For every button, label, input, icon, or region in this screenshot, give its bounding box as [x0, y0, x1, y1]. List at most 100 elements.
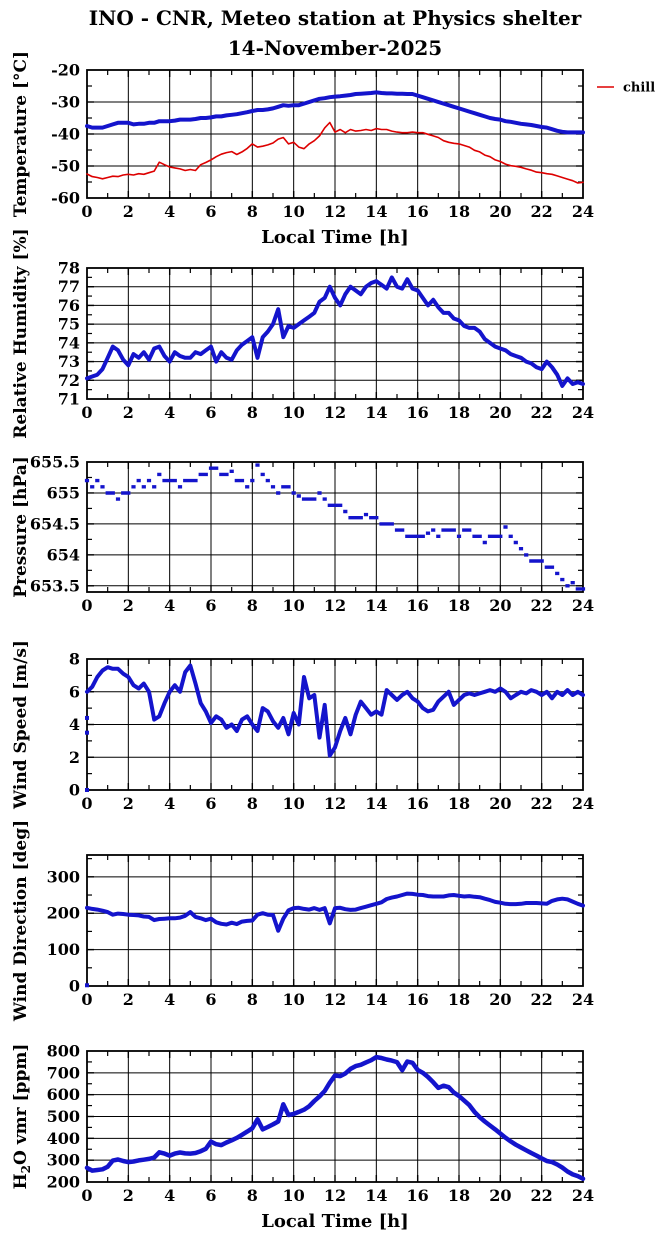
x-tick-label: 20 — [489, 403, 511, 422]
x-tick-label: 24 — [572, 1186, 594, 1205]
x-tick-label: 8 — [247, 403, 258, 422]
y-tick-label: 0 — [69, 781, 80, 800]
series-wind-chill — [86, 121, 584, 184]
x-tick-label: 0 — [81, 990, 92, 1009]
x-tick-label: 14 — [365, 1186, 387, 1205]
series-pressure — [84, 463, 586, 591]
x-tick-label: 4 — [164, 403, 175, 422]
panel-humidity: 0 2 4 6 8 10 12 14 16 18 20 22 247172737475767778Rel… — [11, 228, 594, 438]
x-tick-label: 22 — [531, 596, 553, 615]
x-tick-label: 8 — [247, 990, 258, 1009]
x-tick-label: 24 — [572, 794, 594, 813]
x-tick-label: 16 — [407, 1186, 429, 1205]
x-tick-label: 24 — [572, 202, 594, 221]
y-tick-label: 76 — [58, 296, 80, 315]
x-tick-label: 14 — [365, 794, 387, 813]
panels-group: 0 2 4 6 8 10 12 14 16 18 20 22 24-60-50-40-30-20Temp… — [11, 51, 655, 1232]
plot-frame — [86, 854, 584, 987]
y-axis-title: H2O vmr [ppm] — [11, 1044, 33, 1190]
x-tick-label: 4 — [164, 202, 175, 221]
y-tick-label: 6 — [69, 682, 80, 701]
y-tick-label: 500 — [47, 1107, 80, 1126]
y-tick-label: -60 — [51, 189, 80, 208]
y-tick-label: 74 — [58, 333, 80, 352]
y-tick-label: 4 — [69, 715, 80, 734]
y-tick-label: 654 — [47, 545, 80, 564]
y-tick-label: 655 — [47, 483, 80, 502]
series-wind-direction — [85, 891, 585, 933]
y-tick-label: 73 — [58, 352, 80, 371]
x-tick-label: 18 — [448, 596, 470, 615]
y-axis-title: Wind Direction [deg] — [11, 820, 31, 1022]
x-tick-label: 2 — [123, 1186, 134, 1205]
x-tick-label: 6 — [205, 794, 216, 813]
y-axis-title: Relative Humidity [%] — [11, 228, 31, 438]
x-tick-label: 12 — [324, 596, 346, 615]
x-tick-label: 24 — [572, 403, 594, 422]
panel-h2o-vmr: 0 2 4 6 8 10 12 14 16 18 20 22 242003004005006007008… — [11, 1042, 594, 1233]
x-tick-label: 22 — [531, 990, 553, 1009]
plot-frame — [86, 658, 584, 791]
x-tick-label: 18 — [448, 403, 470, 422]
x-tick-label: 8 — [247, 596, 258, 615]
y-tick-label: 200 — [47, 904, 80, 923]
x-tick-label: 0 — [81, 596, 92, 615]
x-tick-label: 0 — [81, 794, 92, 813]
x-tick-label: 10 — [283, 202, 305, 221]
x-tick-label: 14 — [365, 202, 387, 221]
y-tick-label: 100 — [47, 940, 80, 959]
x-tick-label: 20 — [489, 1186, 511, 1205]
x-tick-label: 8 — [247, 1186, 258, 1205]
y-tick-label: 72 — [58, 371, 80, 390]
x-tick-label: 2 — [123, 990, 134, 1009]
y-axis-title: Pressure [hPa] — [11, 456, 31, 598]
panel-temperature: 0 2 4 6 8 10 12 14 16 18 20 22 24-60-50-40-30-20Temp… — [11, 51, 655, 248]
series-h2o-vmr — [84, 1054, 586, 1181]
x-tick-label: 24 — [572, 596, 594, 615]
y-axis-title: Wind Speed [m/s] — [11, 640, 31, 810]
x-axis-title: Local Time [h] — [261, 1211, 409, 1232]
x-tick-label: 14 — [365, 596, 387, 615]
y-tick-label: 0 — [69, 977, 80, 996]
page-title: INO - CNR, Meteo station at Physics shel… — [89, 6, 582, 30]
x-tick-label: 22 — [531, 202, 553, 221]
y-axis-title: Temperature [°C] — [11, 51, 31, 217]
data-point — [85, 983, 89, 988]
series-wind-speed — [85, 663, 585, 758]
panel-pressure: 0 2 4 6 8 10 12 14 16 18 20 22 24653.5654654.5655655… — [11, 453, 594, 616]
data-point — [85, 730, 89, 735]
x-tick-label: 18 — [448, 990, 470, 1009]
x-tick-label: 12 — [324, 990, 346, 1009]
data-point — [85, 788, 89, 792]
x-tick-label: 4 — [164, 794, 175, 813]
x-tick-label: 20 — [489, 202, 511, 221]
x-tick-label: 10 — [283, 596, 305, 615]
y-tick-label: 653.5 — [30, 576, 80, 595]
data-point — [85, 715, 89, 720]
x-tick-label: 16 — [407, 403, 429, 422]
y-tick-label: 300 — [47, 867, 80, 886]
x-tick-label: 10 — [283, 990, 305, 1009]
y-tick-label: 71 — [58, 390, 80, 409]
x-tick-label: 22 — [531, 1186, 553, 1205]
x-tick-label: 2 — [123, 794, 134, 813]
y-tick-label: 78 — [58, 259, 80, 278]
x-tick-label: 16 — [407, 794, 429, 813]
y-tick-label: 600 — [47, 1085, 80, 1104]
x-tick-label: 4 — [164, 596, 175, 615]
x-tick-label: 0 — [81, 202, 92, 221]
x-tick-label: 12 — [324, 1186, 346, 1205]
x-tick-label: 10 — [283, 794, 305, 813]
x-tick-label: 10 — [283, 403, 305, 422]
page-date: 14-November-2025 — [228, 36, 442, 60]
legend-label: chill — [623, 81, 655, 96]
x-tick-label: 8 — [247, 794, 258, 813]
y-tick-label: -50 — [51, 157, 80, 176]
x-tick-label: 0 — [81, 403, 92, 422]
y-tick-label: 654.5 — [30, 514, 80, 533]
plot-frame — [86, 267, 584, 400]
x-tick-label: 6 — [205, 403, 216, 422]
x-axis-title: Local Time [h] — [261, 227, 409, 248]
